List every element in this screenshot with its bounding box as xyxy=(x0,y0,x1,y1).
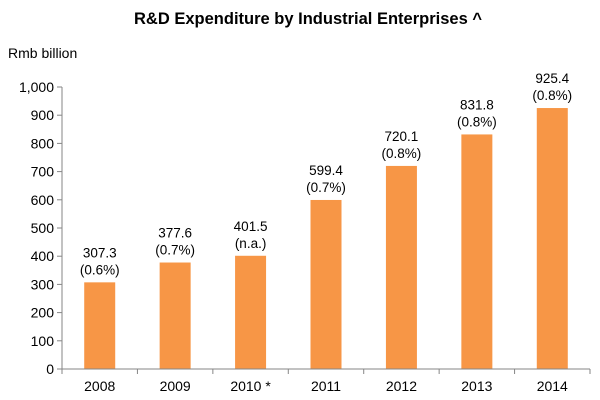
y-tick-label: 100 xyxy=(31,333,55,349)
y-tick-label: 200 xyxy=(31,305,55,321)
y-axis-unit-label: Rmb billion xyxy=(8,45,77,61)
data-label-share: (0.7%) xyxy=(306,180,346,195)
data-label-value: 307.3 xyxy=(83,245,117,260)
data-label-share: (0.7%) xyxy=(155,243,195,258)
data-label-value: 377.6 xyxy=(158,226,192,241)
data-label-value: 599.4 xyxy=(309,163,343,178)
x-tick-label: 2011 xyxy=(311,378,341,394)
data-label-value: 925.4 xyxy=(535,71,569,86)
x-tick-label: 2012 xyxy=(386,378,417,394)
bar-2012 xyxy=(385,165,417,369)
x-tick-label: 2014 xyxy=(537,378,568,394)
x-tick-label: 2009 xyxy=(160,378,191,394)
chart-title: R&D Expenditure by Industrial Enterprise… xyxy=(134,10,482,28)
bar-2014 xyxy=(536,108,568,369)
bar-2008 xyxy=(84,282,116,369)
data-label-share: (0.8%) xyxy=(532,88,572,103)
data-label-share: (0.8%) xyxy=(382,146,422,161)
bar-2013 xyxy=(461,134,493,369)
y-tick-label: 600 xyxy=(31,192,55,208)
x-tick-label: 2008 xyxy=(84,378,115,394)
data-label-share: (0.8%) xyxy=(457,114,497,129)
y-tick-label: 400 xyxy=(31,248,55,264)
y-tick-label: 900 xyxy=(31,107,55,123)
data-label-share: (n.a.) xyxy=(235,236,267,251)
data-label-value: 401.5 xyxy=(234,219,268,234)
data-label-value: 720.1 xyxy=(385,129,419,144)
x-tick-label: 2010 * xyxy=(230,378,271,394)
bar-2010 xyxy=(235,255,267,369)
y-tick-label: 0 xyxy=(46,361,54,377)
y-tick-label: 800 xyxy=(31,135,55,151)
y-tick-label: 500 xyxy=(31,220,55,236)
data-label-share: (0.6%) xyxy=(80,262,120,277)
bar-2009 xyxy=(159,262,191,369)
bar-2011 xyxy=(310,199,342,369)
x-tick-label: 2013 xyxy=(461,378,492,394)
y-tick-label: 300 xyxy=(31,276,55,292)
y-tick-label: 700 xyxy=(31,164,55,180)
y-tick-label: 1,000 xyxy=(19,79,54,95)
data-label-value: 831.8 xyxy=(460,97,494,112)
